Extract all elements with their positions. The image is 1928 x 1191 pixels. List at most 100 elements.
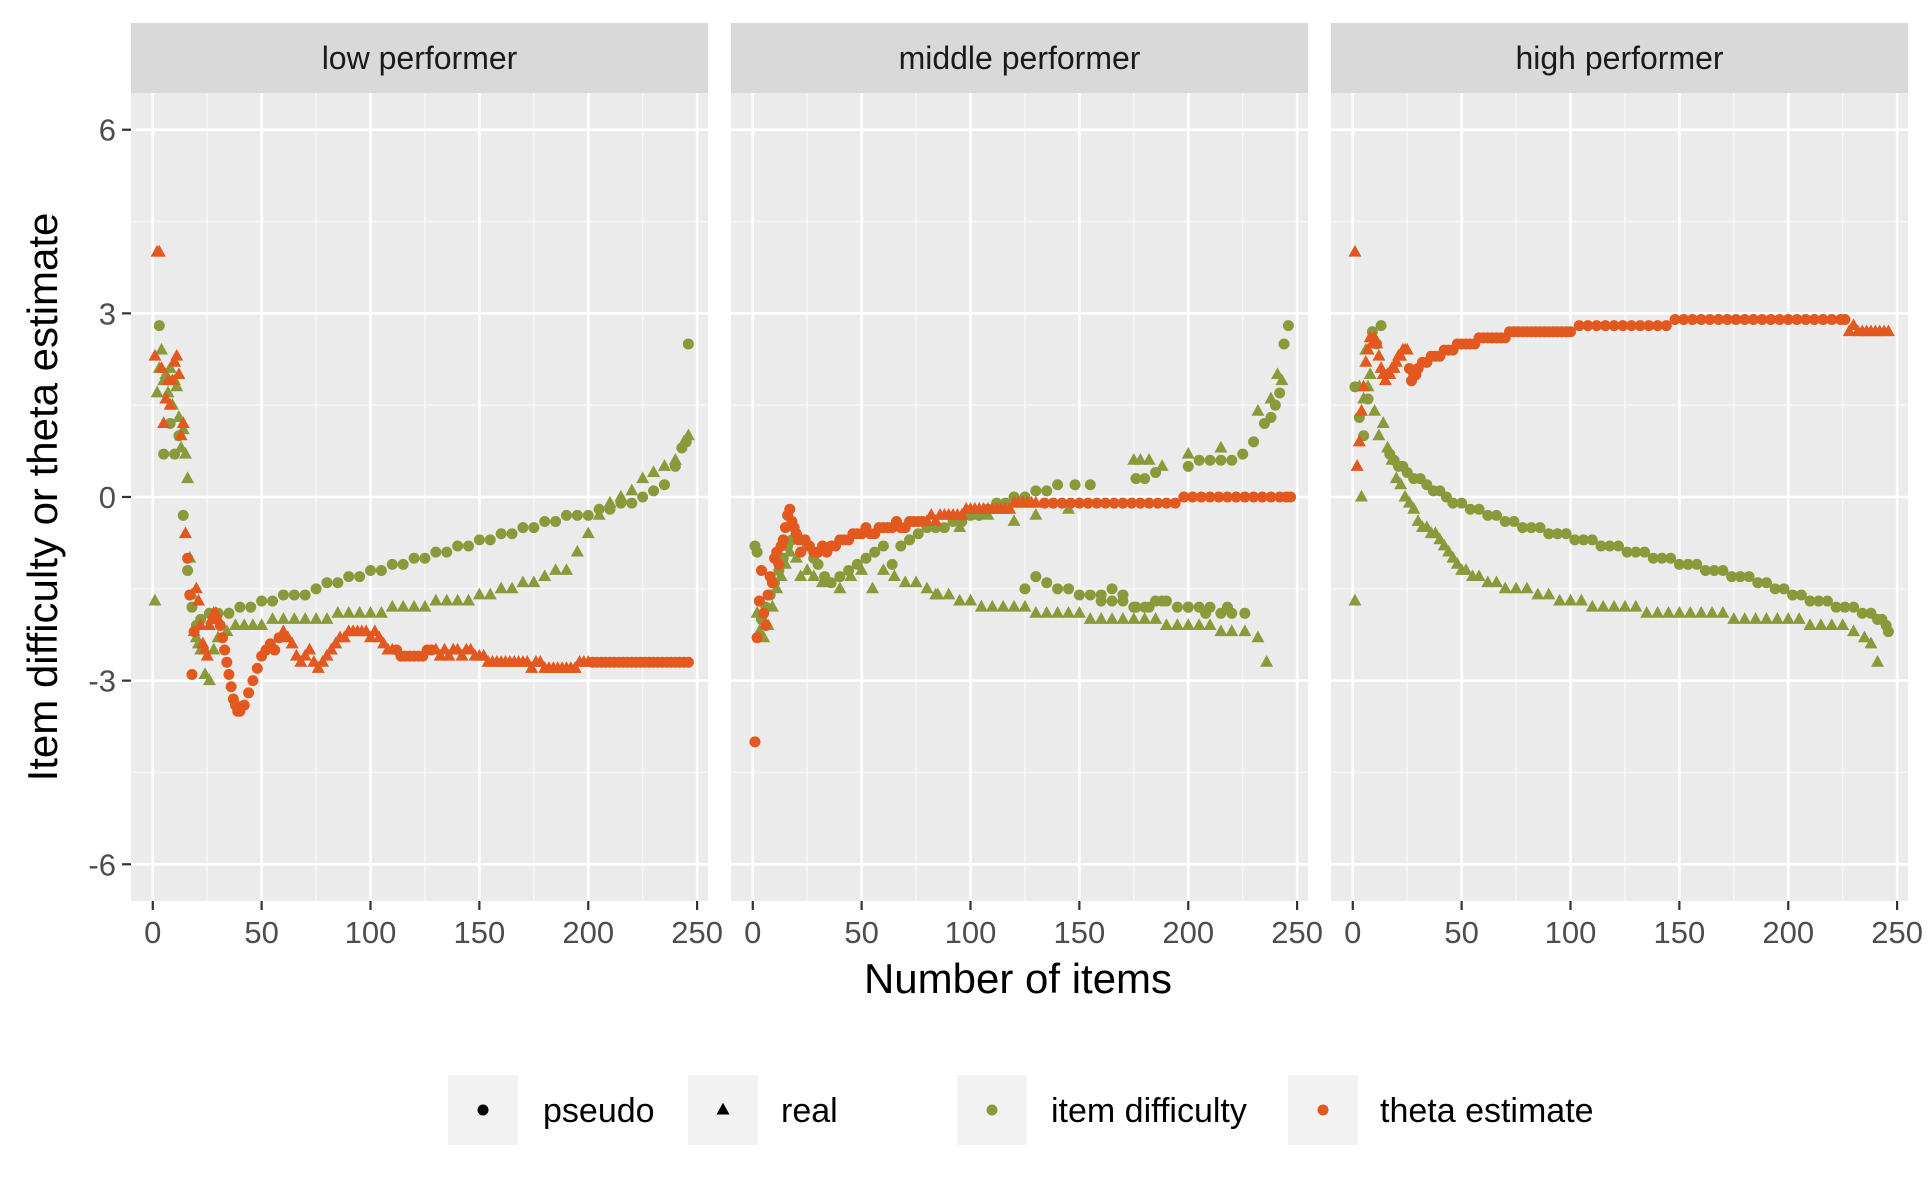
difficulty-pseudo-point (277, 589, 289, 601)
difficulty-pseudo-point (1204, 454, 1216, 466)
difficulty-real-point (1661, 606, 1675, 618)
x-tick-label: 150 (1054, 915, 1106, 950)
difficulty-real-point (1203, 618, 1217, 630)
difficulty-real-point (1376, 416, 1390, 428)
theta-pseudo-point (1808, 313, 1820, 325)
difficulty-real-point (298, 612, 312, 624)
difficulty-real-point (592, 508, 606, 520)
theta-real-point (1359, 355, 1373, 367)
difficulty-pseudo-point (1665, 552, 1677, 564)
difficulty-real-point (866, 581, 880, 594)
difficulty-pseudo-point (1117, 589, 1129, 601)
theta-real-point (1352, 434, 1366, 447)
theta-pseudo-point (251, 662, 263, 674)
difficulty-pseudo-point (1182, 601, 1194, 613)
difficulty-real-point (320, 612, 334, 624)
y-tick-label: 3 (99, 296, 116, 331)
difficulty-real-point (1770, 612, 1784, 624)
difficulty-real-point (570, 544, 584, 557)
x-tick-label: 150 (1654, 915, 1706, 950)
difficulty-real-point (309, 612, 323, 624)
difficulty-real-point (154, 342, 168, 355)
difficulty-real-point (1814, 618, 1828, 630)
theta-pseudo-point (1782, 313, 1794, 325)
difficulty-real-point (1847, 624, 1861, 637)
difficulty-pseudo-point (869, 546, 881, 558)
difficulty-pseudo-point (177, 509, 189, 521)
theta-pseudo-point (1204, 491, 1216, 503)
theta-real-point (1003, 501, 1017, 514)
theta-real-point (1029, 495, 1043, 508)
facet-strip (131, 23, 708, 93)
difficulty-real-point (807, 569, 821, 582)
theta-real-point (170, 348, 184, 361)
difficulty-real-point (1629, 599, 1643, 612)
x-tick-label: 250 (1871, 915, 1923, 950)
difficulty-pseudo-point (1752, 577, 1764, 589)
theta-pseudo-point (1256, 491, 1268, 503)
theta-real-point (191, 593, 205, 606)
theta-pseudo-point (269, 644, 281, 656)
difficulty-pseudo-point (528, 522, 540, 534)
difficulty-real-point (342, 606, 356, 618)
difficulty-pseudo-point (1265, 411, 1277, 423)
difficulty-real-point (181, 471, 195, 484)
difficulty-real-point (1142, 453, 1156, 465)
difficulty-real-point (287, 612, 301, 624)
difficulty-real-point (876, 563, 890, 575)
theta-pseudo-point (1678, 313, 1690, 325)
difficulty-pseudo-point (1778, 583, 1790, 595)
difficulty-real-point (1181, 446, 1195, 459)
x-tick-label: 0 (744, 915, 761, 950)
difficulty-real-point (1007, 514, 1021, 526)
difficulty-real-point (636, 471, 650, 484)
difficulty-real-point (898, 575, 912, 588)
theta-pseudo-point (1169, 497, 1181, 509)
theta-pseudo-point (1221, 491, 1233, 503)
difficulty-pseudo-point (1787, 589, 1799, 601)
theta-pseudo-point (1599, 320, 1611, 332)
theta-pseudo-point (225, 681, 237, 693)
difficulty-pseudo-point (1171, 601, 1183, 613)
theta-pseudo-point (1839, 313, 1851, 325)
theta-pseudo-point (1721, 313, 1733, 325)
facet-strip (731, 23, 1308, 93)
theta-pseudo-point (1608, 320, 1620, 332)
y-axis-title: Item difficulty or theta estimate (19, 213, 66, 782)
difficulty-real-point (677, 434, 691, 447)
x-tick-label: 0 (144, 915, 161, 950)
theta-real-point (298, 648, 312, 661)
difficulty-real-point (170, 379, 184, 392)
difficulty-real-point (1251, 404, 1265, 416)
theta-pseudo-point (1800, 313, 1812, 325)
theta-pseudo-point (1695, 313, 1707, 325)
difficulty-real-point (1803, 618, 1817, 630)
difficulty-pseudo-point (1717, 564, 1729, 576)
difficulty-real-point (1170, 618, 1184, 630)
theta-real-point (1383, 367, 1397, 380)
theta-pseudo-point (1082, 497, 1094, 509)
theta-real-point (154, 361, 168, 373)
difficulty-pseudo-point (310, 583, 322, 595)
theta-pseudo-point (1126, 497, 1138, 509)
difficulty-pseudo-point (419, 552, 431, 564)
difficulty-pseudo-point (1375, 320, 1387, 332)
difficulty-real-point (822, 575, 836, 588)
difficulty-pseudo-point (1041, 577, 1053, 589)
difficulty-pseudo-point (332, 577, 344, 589)
facet-title: low performer (322, 40, 518, 76)
difficulty-real-point (1007, 599, 1021, 612)
difficulty-real-point (1553, 593, 1567, 606)
difficulty-pseudo-point (1221, 601, 1233, 613)
theta-real-point (303, 642, 317, 655)
difficulty-real-point (1040, 606, 1054, 618)
legend-label: theta estimate (1380, 1092, 1594, 1130)
difficulty-pseudo-point (751, 546, 763, 558)
difficulty-pseudo-point (1525, 522, 1537, 534)
difficulty-real-point (765, 599, 779, 612)
theta-pseudo-point (1747, 313, 1759, 325)
theta-real-point (1361, 342, 1375, 355)
difficulty-pseudo-point (1041, 485, 1053, 497)
difficulty-pseudo-point (1226, 454, 1238, 466)
